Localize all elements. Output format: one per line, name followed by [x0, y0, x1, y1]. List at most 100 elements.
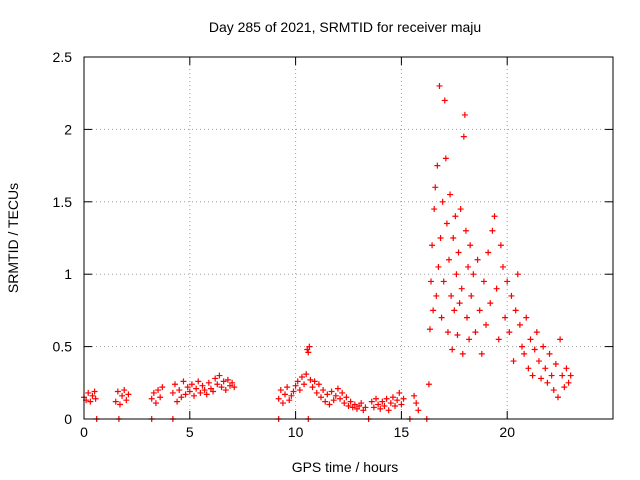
data-point — [91, 388, 98, 395]
data-point — [334, 385, 341, 392]
data-point — [446, 256, 453, 263]
data-point — [210, 388, 217, 395]
data-point — [531, 346, 538, 353]
tick-labels: 0 5 10 15 20 0 0.5 1 1.5 2 2.5 — [53, 49, 516, 440]
y-tick-label: 0.5 — [53, 339, 73, 355]
data-point — [461, 111, 468, 118]
data-point — [332, 392, 339, 399]
data-point — [279, 400, 286, 407]
data-point — [292, 382, 299, 389]
data-point — [554, 394, 561, 401]
data-point — [150, 389, 157, 396]
data-point — [394, 397, 401, 404]
data-point — [286, 397, 293, 404]
data-point — [563, 365, 570, 372]
data-point — [432, 184, 439, 191]
data-point — [428, 278, 435, 285]
data-point — [538, 375, 545, 382]
data-point — [459, 350, 466, 357]
data-point — [373, 395, 380, 402]
data-point — [546, 350, 553, 357]
data-point — [368, 398, 375, 405]
data-point — [182, 391, 189, 398]
data-point — [381, 402, 388, 409]
data-point — [296, 387, 303, 394]
data-point — [478, 350, 485, 357]
y-tick-label: 1.5 — [53, 194, 73, 210]
data-point — [400, 395, 407, 402]
data-point — [493, 285, 500, 292]
data-point — [443, 220, 450, 227]
data-point — [510, 358, 517, 365]
data-point — [155, 387, 162, 394]
data-point — [186, 388, 193, 395]
data-point — [222, 387, 229, 394]
data-point — [466, 336, 473, 343]
data-point — [429, 242, 436, 249]
data-point — [548, 372, 555, 379]
data-point — [465, 263, 472, 270]
data-point — [184, 384, 191, 391]
data-point — [455, 249, 462, 256]
data-point — [468, 292, 475, 299]
data-point — [193, 385, 200, 392]
data-point — [544, 379, 551, 386]
data-point — [92, 395, 99, 402]
data-point — [85, 389, 92, 396]
data-point — [542, 365, 549, 372]
data-point — [326, 401, 333, 408]
data-point — [527, 336, 534, 343]
data-point — [358, 400, 365, 407]
data-point — [474, 256, 481, 263]
data-point — [470, 271, 477, 278]
data-point — [452, 213, 459, 220]
data-point — [480, 278, 487, 285]
data-point — [294, 378, 301, 385]
y-tick-label: 1 — [64, 266, 72, 282]
data-point — [439, 198, 446, 205]
data-point — [313, 389, 320, 396]
data-point — [438, 314, 445, 321]
data-point — [552, 360, 559, 367]
data-point — [565, 379, 572, 386]
data-point — [218, 384, 225, 391]
data-point — [212, 375, 219, 382]
data-point — [540, 343, 547, 350]
data-point — [277, 387, 284, 394]
data-point — [311, 378, 318, 385]
data-point — [467, 242, 474, 249]
data-point — [197, 389, 204, 396]
data-point — [392, 402, 399, 409]
data-point — [523, 314, 530, 321]
data-point — [463, 314, 470, 321]
data-point — [231, 384, 238, 391]
data-point — [437, 235, 444, 241]
data-point — [450, 235, 457, 241]
data-point — [220, 378, 227, 385]
chart-title: Day 285 of 2021, SRMTID for receiver maj… — [209, 19, 481, 35]
data-point — [191, 392, 198, 399]
data-point — [559, 372, 566, 379]
data-point — [431, 206, 438, 213]
data-point — [290, 388, 297, 395]
data-point — [125, 391, 132, 398]
data-point — [476, 307, 483, 314]
data-point — [309, 384, 316, 391]
data-point — [306, 343, 313, 350]
data-point — [288, 392, 295, 399]
data-point — [159, 384, 166, 391]
data-point — [426, 326, 433, 333]
data-point — [436, 82, 443, 89]
data-point — [315, 381, 322, 388]
data-point — [535, 358, 542, 365]
data-point — [305, 349, 312, 356]
y-axis-label: SRMTID / TECUs — [5, 183, 21, 293]
data-point — [328, 388, 335, 395]
data-point — [519, 343, 526, 350]
data-point — [462, 227, 469, 234]
data-point — [389, 394, 396, 401]
data-point — [525, 365, 532, 372]
x-tick-label: 15 — [394, 424, 410, 440]
